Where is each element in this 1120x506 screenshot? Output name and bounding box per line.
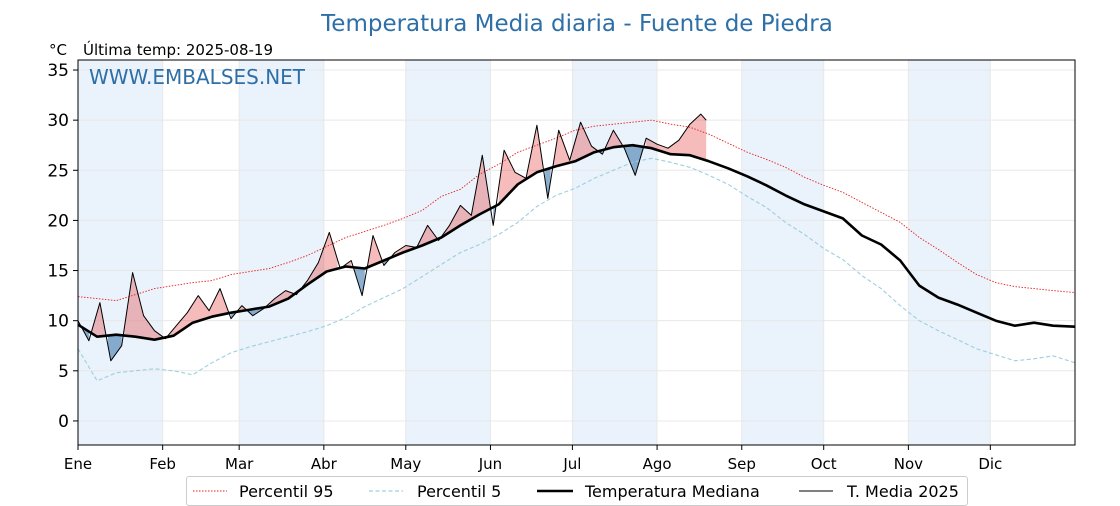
legend-item-median: Temperatura Mediana [537,481,760,501]
fill-above-median [266,290,294,308]
month-bands [78,60,991,445]
month-band-ene [78,60,163,445]
fill-below-median [545,168,551,199]
plot-frame [77,59,1076,446]
x-tick-label-jun: Jun [478,455,502,473]
legend-label-2025: T. Media 2025 [847,481,959,501]
legend-item-2025: T. Media 2025 [799,481,959,501]
x-tick-label-feb: Feb [149,455,176,473]
x-tick-label-oct: Oct [811,455,837,473]
unit-label: °C [49,41,67,59]
fill-above-median [302,232,338,289]
fill-above-median [392,225,436,258]
legend-label-median: Temperatura Mediana [585,481,760,501]
legend-thick-black-line-icon [537,489,573,493]
series-t-media-2025 [77,113,707,362]
y-tick-label: 10 [47,312,69,332]
fill-above-median [168,288,229,337]
y-tick-label: 30 [47,111,69,131]
fill-below-median [108,334,122,361]
x-tick-label-abr: Abr [311,455,338,473]
fill-above-median [367,235,382,268]
legend-label-p5: Percentil 5 [417,481,502,501]
legend-dotted-red-line-icon [193,490,227,492]
x-tick-label-jul: Jul [562,455,581,473]
y-tick-label: 35 [47,61,69,81]
watermark: WWW.EMBALSES.NET [89,65,306,89]
fill-above-median [646,114,707,161]
legend-thin-black-line-icon [799,490,833,492]
month-band-nov [908,60,991,445]
x-tick-label-sep: Sep [728,455,756,473]
fill-below-median [353,267,365,296]
fill-above-median [605,130,622,150]
month-band-jul [572,60,658,445]
x-axis: Ene Feb Mar Abr May Jun Jul Ago Sep Oct Nov Dic [64,445,1002,473]
x-tick-label-mar: Mar [225,455,254,473]
legend: Percentil 95 Percentil 5 Temperatura Med… [186,476,968,506]
series-percentil-95 [77,119,1076,302]
x-tick-label-ago: Ago [643,455,672,473]
x-tick-label-nov: Nov [894,455,923,473]
fill-below-median [624,145,644,176]
y-tick-label: 20 [47,211,69,231]
y-tick-label: 25 [47,161,69,181]
y-axis: 0 5 10 15 20 25 30 35 [47,61,78,432]
fill-above-median [91,302,106,337]
x-tick-label-ene: Ene [64,455,92,473]
month-band-may [405,60,491,445]
fill-above-median [498,125,543,205]
y-tick-label: 15 [47,262,69,282]
legend-label-p95: Percentil 95 [239,481,334,501]
series-lines [77,113,1076,382]
legend-item-p95: Percentil 95 [193,481,334,501]
legend-item-p5: Percentil 5 [369,481,501,501]
month-band-sep [741,60,824,445]
y-tick-label: 5 [58,362,69,382]
y-tick-label: 0 [58,412,69,432]
series-temperatura-mediana [77,143,1076,342]
legend-dashed-lightblue-line-icon [369,490,403,492]
last-temp-label: Última temp: 2025-08-19 [83,40,273,59]
fill-above-median [124,272,163,340]
x-tick-label-dic: Dic [978,455,1002,473]
x-tick-label-may: May [390,455,421,473]
chart-title: Temperatura Media diaria - Fuente de Pie… [320,11,833,37]
month-band-mar [239,60,324,445]
